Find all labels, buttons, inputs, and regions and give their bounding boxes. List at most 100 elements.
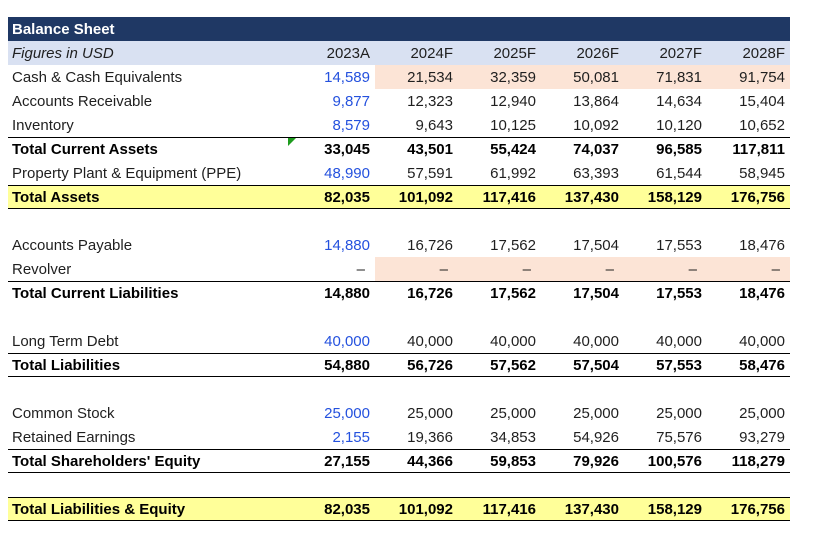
row-label[interactable]: Accounts Payable bbox=[12, 236, 133, 254]
value-cell-2027F[interactable]: 57,553 bbox=[656, 356, 702, 374]
value-cell-2027F[interactable]: 17,553 bbox=[656, 236, 702, 254]
value-cell-2027F[interactable]: – bbox=[624, 257, 707, 281]
value-cell-2023A[interactable]: 82,035 bbox=[288, 186, 375, 208]
value-cell-2023A[interactable]: 2,155 bbox=[332, 428, 370, 446]
value-cell-2028F[interactable]: 91,754 bbox=[707, 65, 790, 89]
column-header-2027F[interactable]: 2027F bbox=[659, 44, 702, 62]
value-cell-2026F[interactable]: 50,081 bbox=[541, 65, 624, 89]
value-cell-2023A[interactable]: 9,877 bbox=[332, 92, 370, 110]
value-cell-2026F[interactable]: 79,926 bbox=[573, 452, 619, 470]
column-header-2026F[interactable]: 2026F bbox=[576, 44, 619, 62]
value-cell-2026F[interactable]: 63,393 bbox=[573, 164, 619, 182]
row-label[interactable]: Inventory bbox=[12, 116, 74, 134]
row-label[interactable]: Retained Earnings bbox=[12, 428, 136, 446]
column-header-2025F[interactable]: 2025F bbox=[493, 44, 536, 62]
value-cell-2024F[interactable]: 101,092 bbox=[375, 498, 458, 520]
value-cell-2028F[interactable]: 176,756 bbox=[707, 186, 790, 208]
value-cell-2027F[interactable]: 100,576 bbox=[647, 452, 702, 470]
value-cell-2025F[interactable]: 59,853 bbox=[490, 452, 536, 470]
value-cell-2023A[interactable]: 48,990 bbox=[324, 164, 370, 182]
value-cell-2024F[interactable]: 43,501 bbox=[407, 141, 453, 158]
value-cell-2025F[interactable]: 25,000 bbox=[490, 404, 536, 422]
column-header-2028F[interactable]: 2028F bbox=[742, 44, 785, 62]
value-cell-2026F[interactable]: 74,037 bbox=[573, 141, 619, 158]
value-cell-2023A[interactable]: 27,155 bbox=[324, 452, 370, 470]
value-cell-2028F[interactable]: 10,652 bbox=[739, 116, 785, 134]
value-cell-2026F[interactable]: 137,430 bbox=[541, 186, 624, 208]
value-cell-2026F[interactable]: 13,864 bbox=[573, 92, 619, 110]
value-cell-2028F[interactable]: 58,945 bbox=[739, 164, 785, 182]
row-label[interactable]: Total Current Liabilities bbox=[12, 285, 179, 302]
value-cell-2025F[interactable]: 117,416 bbox=[458, 186, 541, 208]
value-cell-2027F[interactable]: 40,000 bbox=[656, 332, 702, 350]
row-label[interactable]: Long Term Debt bbox=[12, 332, 119, 350]
value-cell-2026F[interactable]: 54,926 bbox=[573, 428, 619, 446]
value-cell-2023A[interactable]: 8,579 bbox=[332, 116, 370, 134]
value-cell-2024F[interactable]: 57,591 bbox=[407, 164, 453, 182]
value-cell-2024F[interactable]: 56,726 bbox=[407, 356, 453, 374]
row-label[interactable]: Property Plant & Equipment (PPE) bbox=[12, 164, 242, 182]
value-cell-2023A[interactable]: 14,880 bbox=[324, 236, 370, 254]
value-cell-2026F[interactable]: 10,092 bbox=[573, 116, 619, 134]
value-cell-2023A[interactable]: 40,000 bbox=[324, 332, 370, 350]
value-cell-2025F[interactable]: 61,992 bbox=[490, 164, 536, 182]
value-cell-2026F[interactable]: 25,000 bbox=[573, 404, 619, 422]
value-cell-2024F[interactable]: 9,643 bbox=[415, 116, 453, 134]
value-cell-2027F[interactable]: 61,544 bbox=[656, 164, 702, 182]
value-cell-2028F[interactable]: 18,476 bbox=[739, 285, 785, 302]
value-cell-2024F[interactable]: 25,000 bbox=[407, 404, 453, 422]
value-cell-2024F[interactable]: 101,092 bbox=[375, 186, 458, 208]
value-cell-2023A[interactable]: 54,880 bbox=[324, 356, 370, 374]
value-cell-2026F[interactable]: 17,504 bbox=[573, 285, 619, 302]
value-cell-2023A[interactable]: – bbox=[356, 260, 365, 278]
value-cell-2028F[interactable]: 118,279 bbox=[731, 452, 785, 470]
value-cell-2023A[interactable]: 25,000 bbox=[324, 404, 370, 422]
value-cell-2027F[interactable]: 158,129 bbox=[624, 498, 707, 520]
value-cell-2026F[interactable]: 17,504 bbox=[573, 236, 619, 254]
value-cell-2023A[interactable]: 33,045 bbox=[288, 138, 375, 161]
value-cell-2028F[interactable]: 18,476 bbox=[739, 236, 785, 254]
value-cell-2028F[interactable]: – bbox=[707, 257, 790, 281]
row-label[interactable]: Total Liabilities bbox=[12, 356, 121, 374]
value-cell-2025F[interactable]: 17,562 bbox=[490, 285, 536, 302]
value-cell-2024F[interactable]: 19,366 bbox=[407, 428, 453, 446]
row-label[interactable]: Revolver bbox=[12, 260, 72, 278]
value-cell-2024F[interactable]: 40,000 bbox=[407, 332, 453, 350]
value-cell-2024F[interactable]: 12,323 bbox=[407, 92, 453, 110]
value-cell-2025F[interactable]: 12,940 bbox=[490, 92, 536, 110]
value-cell-2028F[interactable]: 15,404 bbox=[739, 92, 785, 110]
value-cell-2024F[interactable]: – bbox=[375, 257, 458, 281]
row-label[interactable]: Common Stock bbox=[12, 404, 115, 422]
value-cell-2025F[interactable]: 17,562 bbox=[490, 236, 536, 254]
value-cell-2025F[interactable]: 32,359 bbox=[458, 65, 541, 89]
column-header-2024F[interactable]: 2024F bbox=[410, 44, 453, 62]
value-cell-2024F[interactable]: 21,534 bbox=[375, 65, 458, 89]
value-cell-2023A[interactable]: 82,035 bbox=[288, 498, 375, 520]
column-header-2023A[interactable]: 2023A bbox=[326, 44, 370, 62]
value-cell-2025F[interactable]: 40,000 bbox=[490, 332, 536, 350]
value-cell-2027F[interactable]: 14,634 bbox=[656, 92, 702, 110]
row-label[interactable]: Total Current Assets bbox=[12, 141, 158, 158]
row-label[interactable]: Accounts Receivable bbox=[12, 92, 153, 110]
value-cell-2026F[interactable]: 40,000 bbox=[573, 332, 619, 350]
value-cell-2027F[interactable]: 75,576 bbox=[656, 428, 702, 446]
value-cell-2026F[interactable]: – bbox=[541, 257, 624, 281]
value-cell-2025F[interactable]: 117,416 bbox=[458, 498, 541, 520]
value-cell-2027F[interactable]: 10,120 bbox=[656, 116, 702, 134]
value-cell-2027F[interactable]: 17,553 bbox=[656, 285, 702, 302]
value-cell-2025F[interactable]: 55,424 bbox=[490, 141, 536, 158]
row-label[interactable]: Total Liabilities & Equity bbox=[8, 498, 288, 520]
value-cell-2025F[interactable]: 34,853 bbox=[490, 428, 536, 446]
row-label[interactable]: Total Shareholders' Equity bbox=[12, 452, 201, 470]
value-cell-2027F[interactable]: 96,585 bbox=[656, 141, 702, 158]
value-cell-2026F[interactable]: 57,504 bbox=[573, 356, 619, 374]
value-cell-2028F[interactable]: 117,811 bbox=[732, 141, 785, 158]
value-cell-2028F[interactable]: 93,279 bbox=[739, 428, 785, 446]
value-cell-2024F[interactable]: 16,726 bbox=[407, 236, 453, 254]
value-cell-2024F[interactable]: 44,366 bbox=[407, 452, 453, 470]
value-cell-2025F[interactable]: – bbox=[458, 257, 541, 281]
value-cell-2023A[interactable]: 14,589 bbox=[324, 68, 370, 86]
value-cell-2026F[interactable]: 137,430 bbox=[541, 498, 624, 520]
value-cell-2027F[interactable]: 158,129 bbox=[624, 186, 707, 208]
value-cell-2028F[interactable]: 58,476 bbox=[739, 356, 785, 374]
